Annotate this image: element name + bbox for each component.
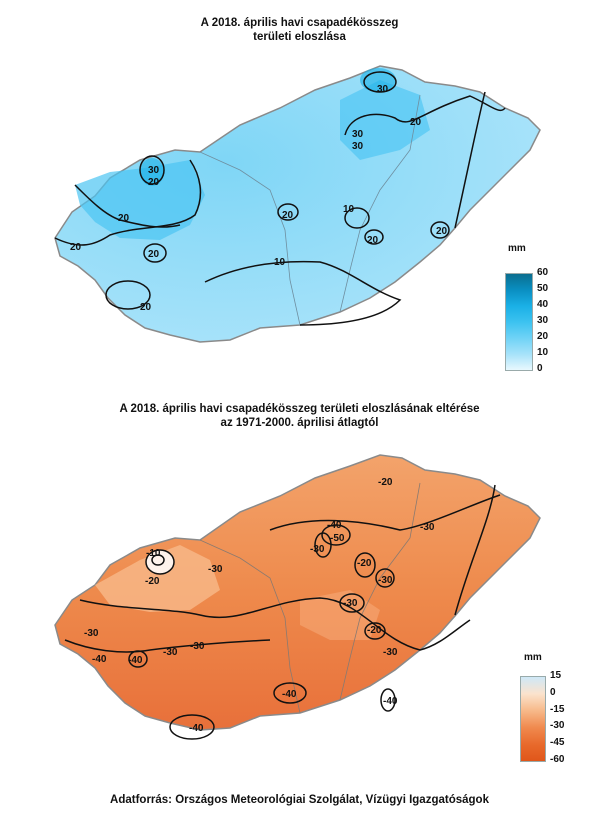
bottom-anomaly-map: -20 -40 -50 -30 -30 -10 -20 -20 -30 -20 …: [54, 454, 541, 740]
contour-label: 30: [352, 141, 364, 152]
contour-label: -20: [357, 558, 372, 569]
bottom-contour-lines: [64, 484, 501, 740]
contour-label: 20: [118, 213, 130, 224]
contour-label: 20: [148, 177, 160, 188]
legend-tick-label: 15: [550, 670, 562, 681]
legend-tick-label: -60: [550, 754, 565, 765]
contour-label: -30: [310, 544, 325, 555]
top-map-title-line2: területi eloszlása: [253, 31, 346, 43]
anomaly-zone: [146, 550, 174, 574]
top-precipitation-map: 30 20 30 30 30 20 20 20 10 20 20 10 20 2…: [54, 65, 541, 343]
top-contour-lines: [54, 71, 506, 326]
legend-tick-label: 50: [537, 283, 549, 294]
contour-label: -40: [282, 689, 297, 700]
bottom-map-title-line1: A 2018. április havi csapadékösszeg terü…: [119, 403, 480, 415]
contour-label: -30: [163, 647, 178, 658]
contour-label: -30: [378, 575, 393, 586]
legend-tick-label: 0: [537, 363, 543, 374]
contour-label: -30: [343, 598, 358, 609]
hungary-outline-bottom: [54, 454, 541, 731]
contour-label: 30: [148, 165, 160, 176]
top-legend-colorbar: [505, 273, 533, 371]
anomaly-zone: [300, 590, 380, 640]
contour-label: -10: [146, 548, 161, 559]
rain-zone: [340, 80, 430, 160]
top-contour-labels: 30 20 30 30 30 20 20 20 10 20 20 10 20 2…: [70, 84, 448, 313]
contour-label: 20: [410, 117, 422, 128]
legend-tick-label: 0: [550, 686, 556, 698]
bottom-contour-labels: -20 -40 -50 -30 -30 -10 -20 -20 -30 -20 …: [84, 477, 435, 734]
legend-tick-label: 20: [537, 331, 549, 342]
contour-label: -40: [189, 723, 204, 734]
contour-label: 20: [148, 249, 160, 260]
contour-label: -20: [145, 576, 160, 587]
legend-tick-label: 30: [537, 315, 549, 326]
contour-label: 20: [140, 302, 152, 313]
contour-label: 10: [274, 257, 286, 268]
contour-label: -20: [367, 625, 382, 636]
contour-label: 20: [367, 235, 379, 246]
contour-label: -40: [327, 520, 342, 531]
legend-tick-label: -45: [550, 737, 565, 749]
contour-label: 20: [436, 226, 448, 237]
legend-tick-label: -15: [550, 703, 565, 715]
legend-tick-label: -30: [550, 720, 565, 732]
anomaly-zone: [95, 545, 220, 612]
legend-tick-label: 60: [537, 267, 549, 278]
rain-zone: [75, 160, 205, 240]
bottom-map-title: A 2018. április havi csapadékösszeg terü…: [0, 402, 599, 430]
contour-label: -30: [383, 647, 398, 658]
contour-label: 20: [70, 242, 82, 253]
contour-label: 30: [352, 129, 364, 140]
bottom-legend-colorbar: [520, 676, 546, 762]
legend-tick-label: 10: [537, 347, 549, 358]
legend-tick-label: 40: [537, 299, 549, 310]
contour-label: 20: [282, 210, 294, 221]
contour-label: -40: [383, 696, 398, 707]
top-map-title: A 2018. április havi csapadékösszeg terü…: [0, 16, 599, 44]
contour-label: 10: [343, 204, 355, 215]
contour-label: -40: [128, 655, 143, 666]
river-tisza: [339, 482, 421, 701]
contour-label: -30: [190, 641, 205, 652]
bottom-map-title-line2: az 1971-2000. áprilisi átlagtól: [220, 417, 379, 429]
contour-label: -30: [84, 628, 99, 639]
top-legend-unit: mm: [508, 243, 526, 254]
top-map-title-line1: A 2018. április havi csapadékösszeg: [200, 17, 399, 29]
bottom-legend-unit: mm: [524, 652, 542, 663]
contour-label: -50: [330, 533, 345, 544]
river-danube: [199, 151, 301, 326]
contour-label: -40: [92, 654, 107, 665]
contour-label: 30: [377, 84, 389, 95]
contour-label: -20: [378, 477, 393, 488]
data-source-note: Adatforrás: Országos Meteorológiai Szolg…: [110, 794, 489, 806]
rain-zone: [140, 158, 164, 186]
contour-label: -30: [208, 564, 223, 575]
contour-label: -30: [420, 522, 435, 533]
river-tisza: [339, 94, 421, 313]
river-danube: [199, 539, 301, 714]
